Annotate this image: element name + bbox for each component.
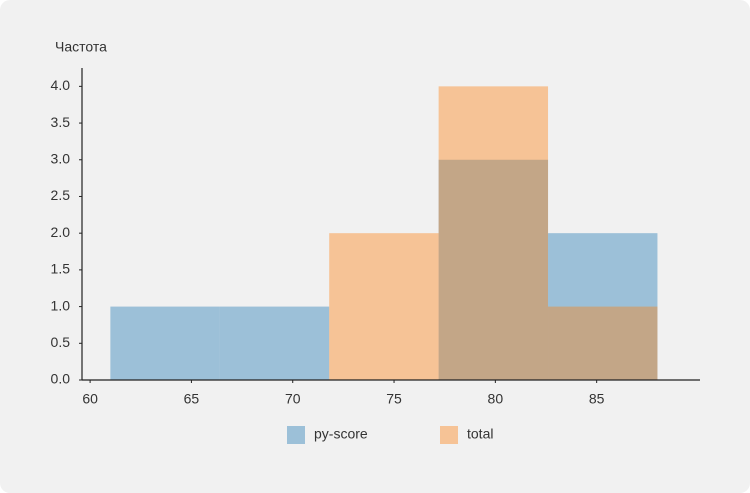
x-tick-label: 60 [82, 391, 98, 407]
bar [329, 233, 439, 380]
x-tick-label: 70 [285, 391, 301, 407]
legend-swatch [440, 426, 458, 444]
y-tick-label: 2.0 [51, 224, 71, 240]
bar [548, 306, 658, 380]
x-tick-label: 65 [184, 391, 200, 407]
bar [548, 233, 658, 380]
x-tick-label: 85 [589, 391, 605, 407]
legend-label: total [467, 426, 493, 442]
y-tick-label: 4.0 [51, 77, 71, 93]
y-tick-label: 1.0 [51, 297, 71, 313]
y-tick-label: 3.5 [51, 114, 71, 130]
y-axis-label: Частота [55, 39, 107, 55]
x-tick-label: 80 [488, 391, 504, 407]
legend-swatch [287, 426, 305, 444]
y-tick-label: 3.0 [51, 150, 71, 166]
y-tick-label: 2.5 [51, 187, 71, 203]
y-tick-label: 0.5 [51, 334, 71, 350]
bar [110, 306, 220, 380]
bar [219, 306, 330, 380]
y-tick-label: 0.0 [51, 371, 71, 387]
x-tick-label: 75 [386, 391, 402, 407]
legend-label: py-score [314, 426, 368, 442]
y-tick-label: 1.5 [51, 261, 71, 277]
bar [438, 159, 549, 380]
bar [438, 86, 549, 381]
